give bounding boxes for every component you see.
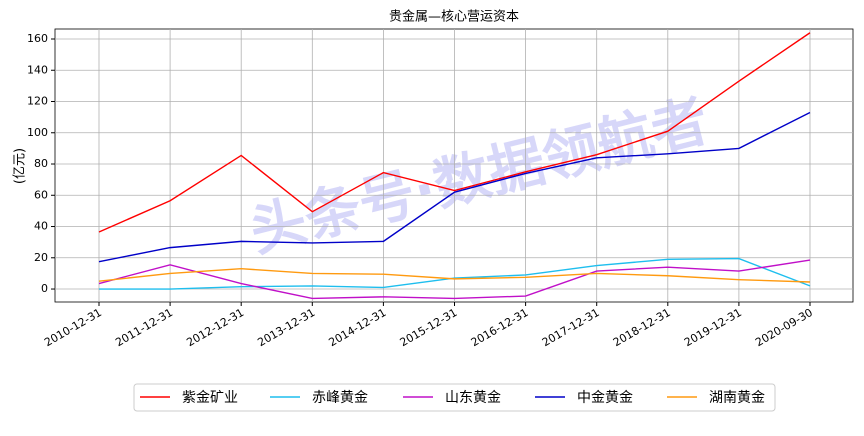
- x-tick-label: 2020-09-30: [753, 306, 815, 349]
- x-tick-label: 2017-12-31: [540, 306, 602, 349]
- legend-label: 紫金矿业: [182, 390, 238, 406]
- y-tick-label: 160: [27, 32, 48, 45]
- x-tick-label: 2013-12-31: [255, 306, 317, 349]
- line: [98, 111, 811, 263]
- legend-label: 湖南黄金: [709, 389, 765, 406]
- y-tick-label: 120: [27, 95, 48, 108]
- legend-box: [133, 383, 776, 412]
- x-tick-label: 2015-12-31: [398, 306, 460, 349]
- y-tick-label: 40: [34, 220, 48, 233]
- y-tick-label: 60: [34, 188, 48, 201]
- y-tick-label: 140: [27, 63, 48, 76]
- y-tick-label: 100: [27, 126, 48, 139]
- x-tick-label: 2014-12-31: [327, 306, 389, 349]
- legend-label: 中金黄金: [577, 389, 633, 406]
- x-tick-label: 2018-12-31: [611, 306, 673, 349]
- x-tick-label: 2012-12-31: [184, 306, 246, 349]
- x-tick-label: 2010-12-31: [42, 306, 104, 349]
- line: [98, 32, 811, 233]
- line: [99, 257, 811, 290]
- legend-label: 赤峰黄金: [312, 389, 368, 406]
- watermark: 头条号·数据领航者: [244, 88, 715, 265]
- y-axis-label: (亿元): [13, 148, 28, 184]
- line: [98, 259, 811, 300]
- x-tick-label: 2019-12-31: [682, 306, 744, 349]
- chart-title: 贵金属—核心营运资本: [389, 9, 519, 25]
- legend-label: 山东黄金: [445, 389, 501, 406]
- line: [98, 268, 811, 283]
- x-tick-label: 2016-12-31: [469, 306, 531, 349]
- x-tick-label: 2011-12-31: [113, 306, 175, 349]
- y-tick-label: 20: [34, 251, 48, 264]
- y-tick-label: 80: [34, 157, 48, 170]
- y-tick-label: 0: [41, 282, 48, 295]
